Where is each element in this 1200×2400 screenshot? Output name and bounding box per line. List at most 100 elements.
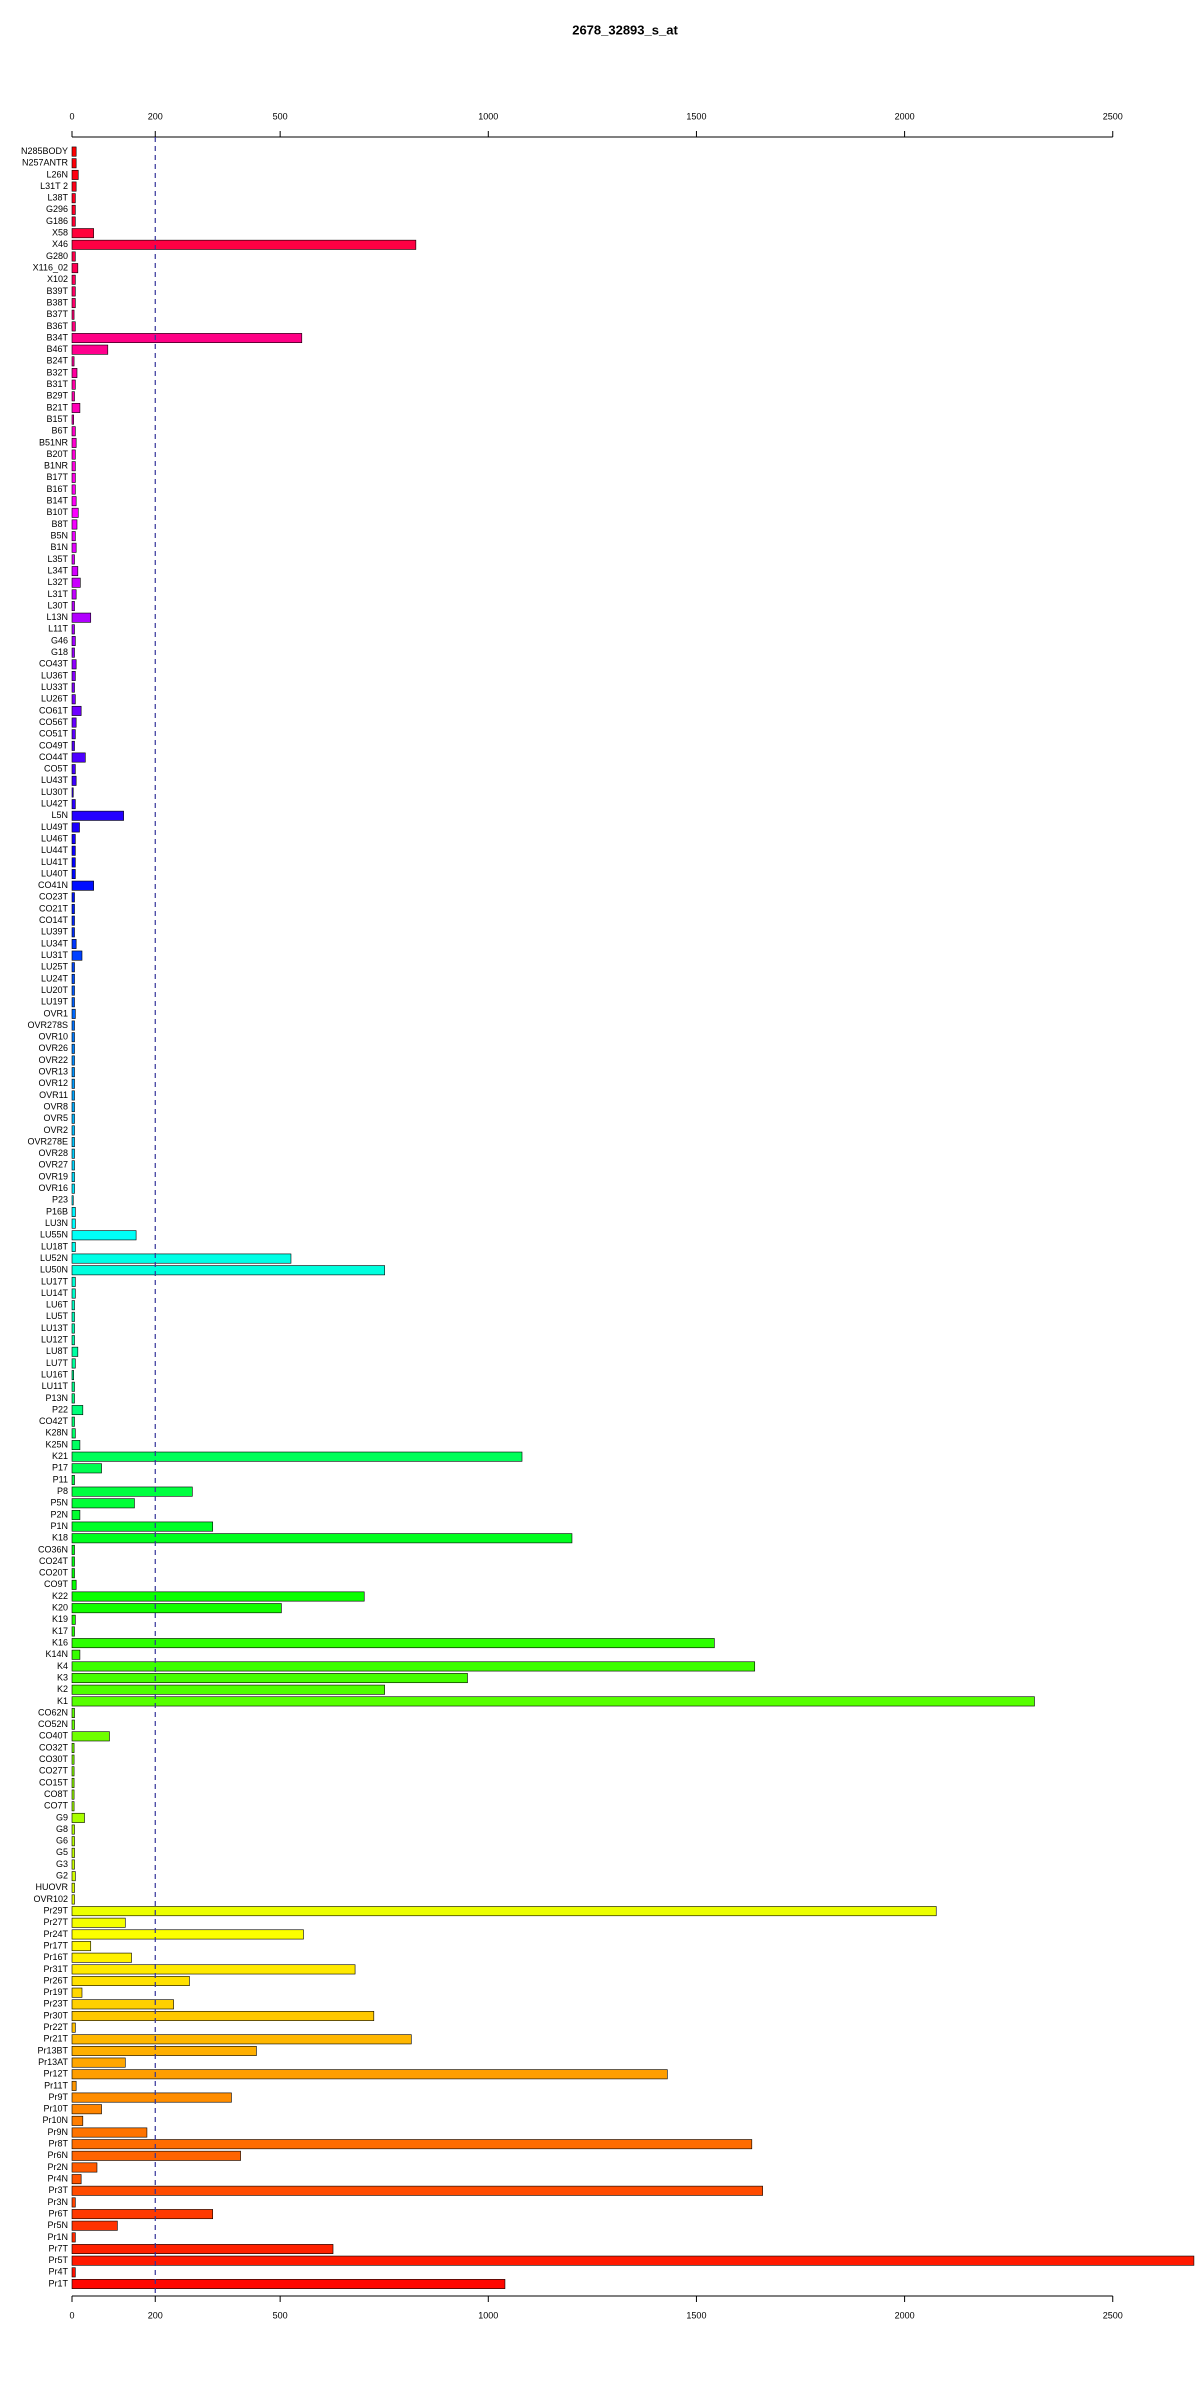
y-tick-label: Pr23T <box>43 1999 68 2009</box>
bar <box>71 1067 75 1078</box>
bar <box>71 752 86 763</box>
y-tick-label: OVR11 <box>39 1090 68 1100</box>
bar <box>71 1941 92 1952</box>
bar <box>71 1743 75 1753</box>
bar <box>71 1824 75 1835</box>
y-tick-label: LU16T <box>41 1369 69 1379</box>
bar <box>71 1533 573 1544</box>
bar <box>71 915 75 926</box>
y-tick-label: CO15T <box>39 1777 69 1787</box>
y-tick-label: G5 <box>56 1847 68 1857</box>
y-tick-label: OVR16 <box>38 1183 68 1193</box>
bar <box>71 1976 190 1986</box>
bar <box>71 834 76 845</box>
bar <box>71 1078 75 1089</box>
y-tick-label: LU50N <box>40 1265 68 1275</box>
y-tick-label: K18 <box>52 1533 68 1543</box>
y-tick-label: K4 <box>57 1661 68 1671</box>
y-tick-label: B38T <box>46 297 68 307</box>
bar <box>71 705 82 716</box>
y-tick-label: LU13T <box>41 1323 69 1333</box>
bar <box>71 1917 126 1928</box>
bar <box>71 507 79 518</box>
bar <box>71 787 74 798</box>
bar <box>71 624 75 635</box>
y-tick-label: LU19T <box>41 997 69 1007</box>
bar <box>71 2150 241 2161</box>
y-tick-label: HUOVR <box>35 1882 68 1892</box>
y-tick-label: Pr29T <box>43 1905 68 1915</box>
bar <box>71 391 75 402</box>
bar <box>71 1230 137 1241</box>
bar <box>71 985 75 996</box>
y-tick-label: OVR12 <box>38 1078 68 1088</box>
x-tick-label: 2000 <box>895 2310 915 2320</box>
bar <box>71 1777 75 1788</box>
y-tick-label: CO42T <box>39 1416 69 1426</box>
bar <box>71 204 76 215</box>
bar <box>71 1766 75 1777</box>
y-tick-label: Pr30T <box>43 2010 68 2020</box>
bar <box>71 2267 76 2278</box>
x-tick-label: 0 <box>69 2310 74 2320</box>
bar <box>71 2139 753 2150</box>
y-tick-label: LU24T <box>41 973 69 983</box>
bar <box>71 1568 75 1579</box>
y-tick-label: X46 <box>52 239 68 249</box>
y-tick-label: LU30T <box>41 787 69 797</box>
y-tick-label: G18 <box>51 647 68 657</box>
y-tick-label: L26N <box>46 169 68 179</box>
y-tick-label: LU34T <box>41 938 69 948</box>
bar <box>71 647 75 658</box>
bar <box>71 2244 334 2255</box>
y-tick-label: G8 <box>56 1824 68 1834</box>
y-tick-label: Pr1N <box>47 2232 68 2242</box>
y-tick-label: X58 <box>52 228 68 238</box>
y-tick-label: P13N <box>45 1393 68 1403</box>
y-tick-label: B34T <box>46 332 68 342</box>
y-tick-label: K20 <box>52 1603 68 1613</box>
x-tick-label: 1500 <box>686 2310 706 2320</box>
bar <box>71 1370 74 1381</box>
bar <box>71 1218 76 1229</box>
bar <box>71 286 76 297</box>
bar <box>71 2220 118 2231</box>
bar <box>71 892 75 903</box>
bar <box>71 1160 75 1171</box>
bar <box>71 298 76 309</box>
bar <box>71 566 79 577</box>
bar <box>71 1649 81 1660</box>
x-tick-label: 1000 <box>478 111 498 121</box>
bar <box>71 2255 1195 2266</box>
y-tick-label: Pr27T <box>43 1917 68 1927</box>
y-tick-label: Pr6N <box>47 2150 68 2160</box>
bar <box>71 333 303 344</box>
y-tick-label: LU49T <box>41 822 69 832</box>
y-tick-label: Pr31T <box>43 1964 68 1974</box>
y-tick-label: G9 <box>56 1812 68 1822</box>
y-tick-label: Pr16T <box>43 1952 68 1962</box>
bar <box>71 659 77 670</box>
bar <box>71 589 77 600</box>
x-tick-label: 2000 <box>895 111 915 121</box>
y-tick-label: CO9T <box>44 1579 69 1589</box>
y-tick-label: Pr3N <box>47 2197 68 2207</box>
bar <box>71 426 76 437</box>
bar <box>71 484 76 495</box>
y-tick-label: B21T <box>46 402 68 412</box>
y-tick-label: LU52N <box>40 1253 68 1263</box>
bar <box>71 775 77 786</box>
bar <box>71 542 77 553</box>
y-tick-label: Pr11T <box>44 2080 68 2090</box>
y-tick-label: K17 <box>52 1626 68 1636</box>
y-tick-label: LU5T <box>46 1311 69 1321</box>
y-tick-label: B15T <box>46 414 68 424</box>
y-tick-label: LU36T <box>41 670 69 680</box>
y-tick-label: CO44T <box>39 752 69 762</box>
y-tick-label: LU11T <box>42 1381 69 1391</box>
bar <box>71 2197 76 2208</box>
y-tick-label: B29T <box>46 391 68 401</box>
bar <box>71 1300 75 1311</box>
y-tick-label: Pr4N <box>47 2174 68 2184</box>
bar <box>71 880 94 891</box>
